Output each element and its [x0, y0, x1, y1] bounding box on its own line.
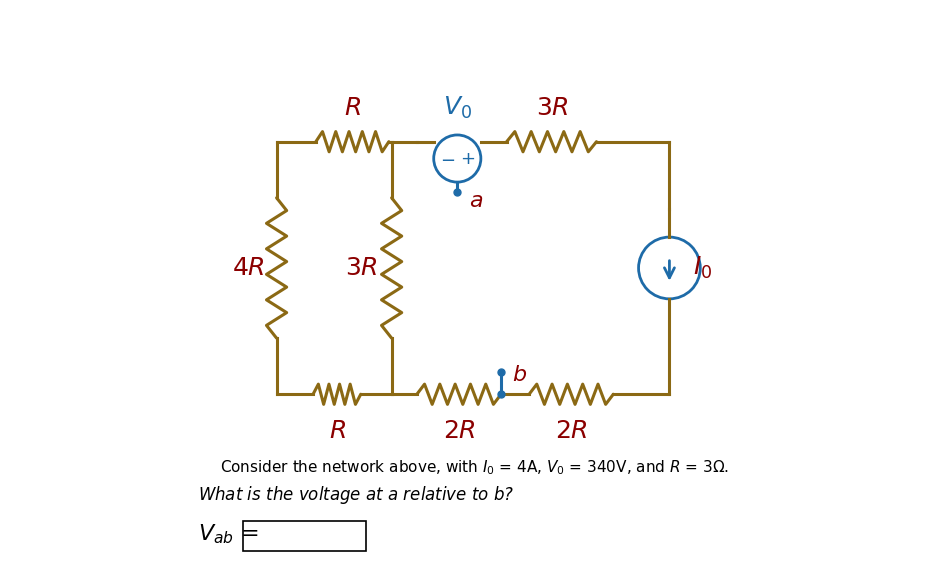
Text: $3R$: $3R$ [344, 256, 377, 280]
Text: $2R$: $2R$ [443, 418, 476, 443]
Text: $R$: $R$ [328, 418, 345, 443]
Text: $b$: $b$ [513, 364, 527, 385]
Text: What is the voltage at $a$ relative to $b$?: What is the voltage at $a$ relative to $… [198, 484, 515, 506]
Text: $-$: $-$ [440, 149, 455, 168]
Text: $R$: $R$ [343, 96, 360, 120]
Text: $3R$: $3R$ [535, 96, 568, 120]
Text: Consider the network above, with $I_0$ = 4A, $V_0$ = 340V, and $R$ = 3Ω.: Consider the network above, with $I_0$ =… [220, 458, 729, 477]
Text: $+$: $+$ [460, 149, 475, 168]
Text: $a$: $a$ [468, 191, 482, 210]
FancyBboxPatch shape [243, 521, 366, 552]
Text: $4R$: $4R$ [232, 256, 265, 280]
Text: $I_0$: $I_0$ [693, 255, 712, 281]
Text: $V_0$: $V_0$ [443, 95, 472, 121]
Text: $2R$: $2R$ [554, 418, 587, 443]
Text: $V_{ab}$ =: $V_{ab}$ = [198, 523, 258, 547]
